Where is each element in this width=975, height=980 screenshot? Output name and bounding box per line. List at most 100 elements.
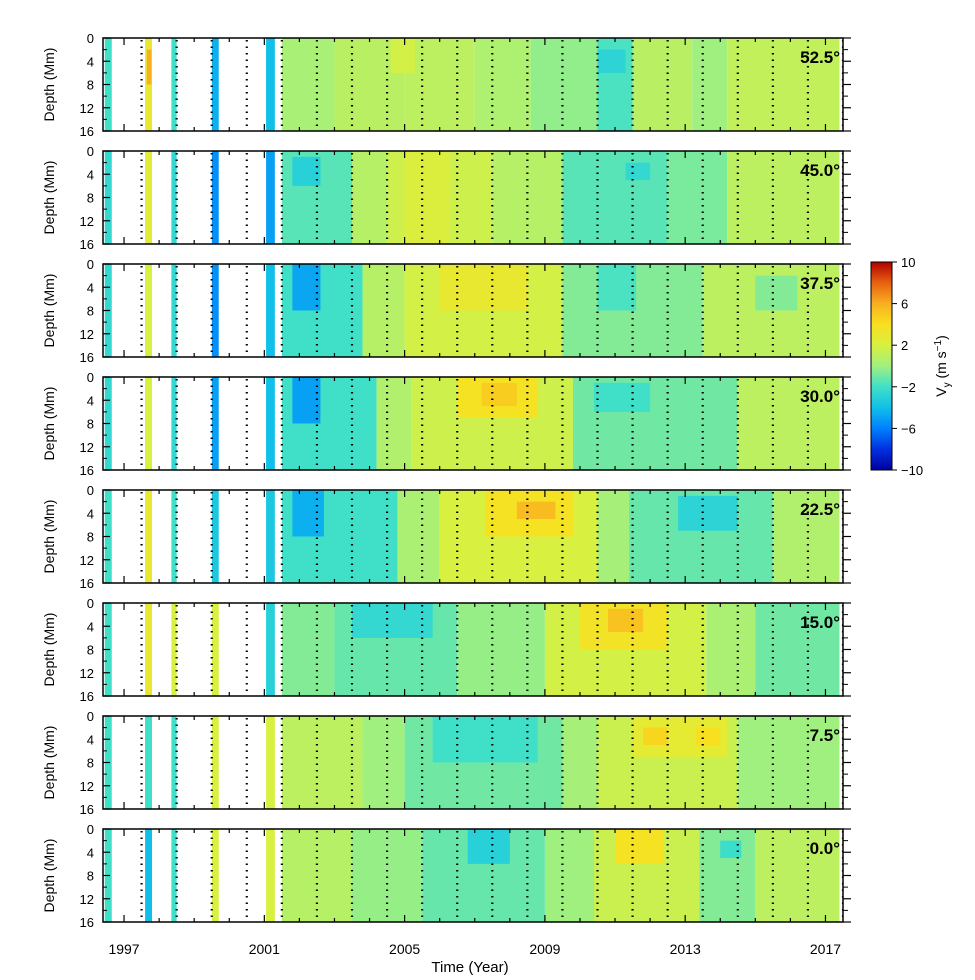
field-cell — [211, 829, 219, 922]
data-gap — [252, 38, 265, 131]
field-cell — [457, 603, 545, 696]
y-tick-label: 12 — [80, 892, 94, 907]
y-tick-label: 12 — [80, 327, 94, 342]
y-axis-label: Depth (Mm) — [41, 161, 57, 235]
field-cell — [432, 716, 538, 763]
field-cell — [737, 716, 840, 809]
latitude-label: 15.0° — [800, 613, 840, 632]
y-tick-label: 4 — [87, 393, 94, 408]
data-gap — [152, 151, 170, 244]
colorbar-tick-label: 10 — [901, 255, 915, 270]
data-gap — [152, 38, 170, 131]
field-cell — [755, 603, 840, 696]
field-cell — [727, 151, 840, 244]
data-gap — [220, 829, 251, 922]
y-tick-label: 16 — [80, 124, 94, 139]
field-cell — [171, 151, 177, 244]
data-gap — [252, 603, 265, 696]
field-cell — [474, 38, 531, 131]
field-cell — [737, 377, 840, 470]
x-tick-label: 1997 — [108, 941, 139, 957]
data-gap — [131, 264, 144, 357]
field-cell — [292, 264, 321, 311]
field-cell — [625, 162, 651, 181]
y-tick-label: 8 — [87, 643, 94, 658]
data-gap — [252, 490, 265, 583]
field-cell — [171, 716, 177, 809]
panel-1: 0 4 8 12 16 Depth (Mm) 52.5° — [41, 31, 851, 139]
latitude-label: 30.0° — [800, 387, 840, 406]
field-cell — [145, 264, 153, 357]
y-tick-label: 8 — [87, 530, 94, 545]
y-tick-label: 4 — [87, 167, 94, 182]
field-cell — [390, 38, 416, 73]
data-gap — [152, 829, 170, 922]
field-cell — [145, 603, 153, 696]
panel-7: 0 4 8 12 16 Depth (Mm) 7.5° — [41, 709, 851, 817]
y-tick-label: 12 — [80, 553, 94, 568]
field-cell — [562, 716, 598, 809]
y-tick-label: 12 — [80, 666, 94, 681]
y-tick-label: 4 — [87, 619, 94, 634]
panel-field — [104, 490, 843, 583]
data-gap — [131, 38, 144, 131]
field-cell — [281, 603, 335, 696]
x-tick-label: 2017 — [810, 941, 841, 957]
x-axis: 1997 2001 2005 2009 2013 2017 — [108, 941, 841, 957]
field-cell — [362, 264, 405, 357]
field-cell — [352, 151, 388, 244]
field-cell — [266, 716, 275, 809]
field-cell — [171, 603, 177, 696]
field-cell — [397, 490, 440, 583]
x-tick-label: 2005 — [389, 941, 420, 957]
y-tick-label: 4 — [87, 280, 94, 295]
latitude-label: 7.5° — [810, 726, 841, 745]
y-axis-label: Depth (Mm) — [41, 274, 57, 348]
field-cell — [562, 151, 668, 244]
field-cell — [211, 603, 219, 696]
colorbar-label: Vy (m s−1) — [933, 335, 953, 397]
y-tick-label: 16 — [80, 237, 94, 252]
y-tick-label: 12 — [80, 779, 94, 794]
y-tick-label: 16 — [80, 689, 94, 704]
field-cell — [266, 264, 275, 357]
panel-3: 0 4 8 12 16 Depth (Mm) 37.5° — [41, 257, 851, 365]
x-tick-label: 2009 — [529, 941, 560, 957]
field-cell — [755, 829, 840, 922]
data-gap — [131, 829, 144, 922]
y-tick-label: 0 — [87, 822, 94, 837]
panel-4: 0 4 8 12 16 Depth (Mm) 30.0° — [41, 370, 851, 478]
x-tick-label: 2013 — [670, 941, 701, 957]
field-cell — [266, 151, 275, 244]
colorbar-tick-label: 6 — [901, 297, 908, 312]
y-tick-label: 4 — [87, 845, 94, 860]
field-cell — [720, 840, 742, 859]
y-tick-label: 0 — [87, 483, 94, 498]
panel-field — [104, 716, 843, 809]
y-tick-label: 16 — [80, 802, 94, 817]
colorbar: 10 6 2 −2 −6 −10 Vy (m s−1) — [870, 255, 953, 478]
field-cell — [146, 49, 152, 85]
field-cell — [481, 382, 517, 407]
data-gap — [220, 151, 251, 244]
field-cell — [266, 377, 275, 470]
latitude-label: 45.0° — [800, 161, 840, 180]
y-tick-label: 0 — [87, 596, 94, 611]
field-cell — [292, 377, 321, 424]
field-cell — [376, 377, 412, 470]
y-axis-label: Depth (Mm) — [41, 839, 57, 913]
field-cell — [211, 151, 219, 244]
field-cell — [171, 829, 177, 922]
y-tick-label: 0 — [87, 257, 94, 272]
field-cell — [439, 264, 528, 311]
field-cell — [171, 38, 177, 131]
field-cell — [362, 716, 405, 809]
colorbar-tick-label: −2 — [901, 380, 916, 395]
field-cell — [597, 49, 626, 73]
panels: 0 4 8 12 16 Depth (Mm) 52.5° 0 4 8 12 16 Depth (Mm) 4… — [41, 31, 851, 930]
data-gap — [152, 603, 170, 696]
latitude-label: 22.5° — [800, 500, 840, 519]
field-cell — [145, 377, 153, 470]
panel-field — [104, 377, 843, 470]
y-tick-label: 8 — [87, 417, 94, 432]
